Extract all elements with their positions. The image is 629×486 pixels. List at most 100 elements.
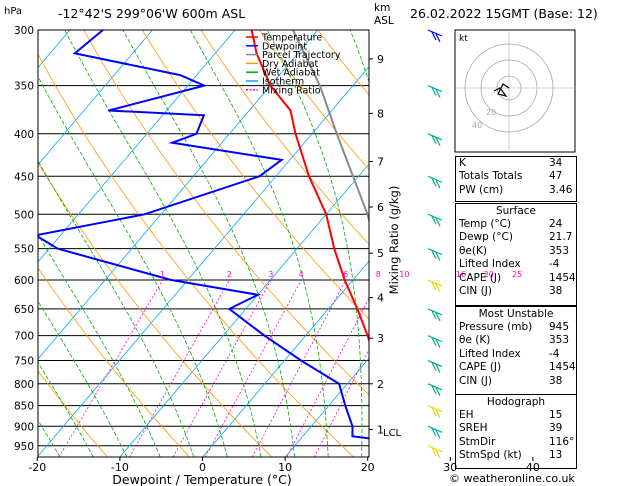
pressure-tick-label: 400	[14, 129, 34, 141]
isotherm-line	[284, 357, 369, 457]
mixing-ratio-axis-label: Mixing Ratio (g/kg)	[387, 186, 401, 295]
wind-barb-flag	[435, 89, 441, 98]
pressure-tick-label: 800	[14, 379, 34, 391]
surface-value: -4	[549, 258, 560, 271]
wind-barb-flag	[435, 283, 441, 293]
wind-barb-flag	[431, 135, 437, 145]
pressure-tick-label: 950	[14, 441, 34, 453]
legend-label: Dry Adiabat	[262, 59, 319, 70]
hodograph-title: Hodograph	[486, 396, 546, 408]
km-tick-label: 4	[377, 292, 384, 305]
hodograph-frame	[454, 29, 576, 153]
x-axis-label: Dewpoint / Temperature (°C)	[112, 472, 291, 486]
isotherm-line	[616, 30, 629, 457]
wind-barb-staff	[427, 405, 443, 413]
indices-panel: K 34 Totals Totals 47 PW (cm) 3.46	[455, 156, 577, 202]
dewpoint-line-point	[179, 74, 182, 77]
surface-panel: Surface Temp (°C) 24 Dewp (°C) 21.7 θe(K) 353…	[455, 203, 577, 306]
mixing-ratio-tick-label: 1	[160, 270, 165, 279]
parcel-trajectory-line-point	[406, 405, 408, 407]
mixing-ratio-tick-label: 4	[299, 270, 304, 279]
index-value: 34	[549, 157, 563, 169]
temperature-line-point	[366, 334, 369, 337]
wet-adiabat-line	[38, 75, 228, 457]
dewpoint-line-point	[300, 359, 302, 362]
most-unstable-value: 945	[549, 321, 570, 333]
most-unstable-panel: Most Unstable Pressure (mb) 945 θe (K) 353 L…	[455, 306, 577, 395]
hodograph-stat-label: StmSpd (kt)	[459, 449, 522, 462]
surface-row: Lifted Index -4	[456, 258, 576, 271]
isotherm-line	[119, 163, 369, 457]
surface-value: 21.7	[549, 231, 573, 244]
wind-barb-flag	[435, 364, 441, 373]
wet-adiabat-line	[38, 300, 128, 457]
wind-barb-staff	[427, 359, 443, 368]
surface-label: CIN (J)	[459, 284, 492, 297]
wind-barb-flag	[431, 447, 437, 457]
legend-label: Dewpoint	[262, 41, 307, 52]
dewpoint-line-point	[256, 293, 259, 296]
wind-barbs	[427, 29, 443, 459]
wind-barb-flag	[435, 252, 441, 261]
dewpoint-line-point	[228, 307, 231, 310]
index-row: Totals Totals 47	[456, 170, 576, 183]
temperature-line-point	[333, 247, 336, 250]
dewpoint-line-point	[351, 435, 354, 438]
surface-row: CIN (J) 38	[456, 285, 576, 298]
surface-row: CAPE (J) 1454	[456, 272, 576, 285]
surface-value: 38	[549, 284, 563, 297]
surface-value: 24	[549, 218, 563, 230]
dewpoint-line-point	[202, 114, 205, 117]
parcel-trajectory-line-point	[335, 132, 338, 135]
date-title: 26.02.2022 15GMT (Base: 12)	[410, 6, 598, 21]
dry-adiabat-line	[38, 370, 108, 457]
temperature-line-point	[289, 109, 292, 112]
wind-barb-flag	[431, 215, 437, 225]
dewpoint-line-point	[381, 439, 383, 441]
wind-barb-flag	[431, 337, 437, 346]
parcel-trajectory-line	[292, 30, 369, 224]
surface-value: 353	[549, 244, 570, 257]
mixing-ratio-tick-label: 25	[512, 270, 522, 279]
wind-barb-staff	[427, 248, 443, 256]
hodograph-stat-label: SREH	[459, 422, 488, 435]
pressure-tick-label: 300	[14, 25, 34, 37]
temperature-line-point	[308, 175, 310, 178]
dewpoint-line-point	[258, 175, 261, 178]
legend-label: Wet Adiabat	[262, 68, 320, 79]
wet-adiabat-line	[38, 160, 195, 457]
mixing-ratio-line	[58, 279, 163, 457]
mixing-ratio-line	[172, 279, 272, 457]
dewpoint-line	[38, 30, 369, 440]
dewpoint-line-point	[73, 52, 76, 55]
pressure-tick-label: 600	[14, 275, 34, 287]
mixing-ratio-tick-label: 6	[343, 270, 348, 279]
hodograph-stat-value: 39	[549, 422, 563, 435]
parcel-trajectory-line-point	[404, 431, 406, 433]
most-unstable-label: θe (K)	[459, 334, 491, 347]
wind-barb-staff	[427, 85, 443, 93]
pressure-tick-label: 500	[14, 209, 34, 221]
wind-barb-flag	[431, 87, 437, 96]
wind-barb-flag	[435, 217, 441, 227]
km-tick-label: 5	[377, 247, 384, 260]
hodograph-stat-value: 116°	[549, 435, 575, 448]
temperature-line-point	[394, 405, 396, 407]
dry-adiabat-line	[259, 30, 369, 171]
parcel-trajectory-line-point	[416, 447, 418, 449]
wind-barb-flag	[435, 179, 441, 189]
index-row: PW (cm) 3.46	[456, 184, 576, 197]
dewpoint-line-point	[107, 109, 110, 112]
lcl-label: LCL	[383, 428, 402, 439]
surface-label: θe(K)	[459, 244, 487, 257]
wind-barb-staff	[427, 29, 443, 37]
surface-label: Lifted Index	[459, 258, 521, 271]
wind-barb-flag	[431, 362, 437, 371]
isotherm-line	[38, 30, 236, 263]
hodograph-stat-value: 13	[549, 449, 563, 462]
wind-barb-flag	[431, 310, 437, 320]
wind-barb-flag	[435, 430, 441, 439]
km-tick-label: 3	[377, 332, 384, 345]
wind-barb-flag	[431, 250, 437, 259]
hodograph-ring-label: 40	[472, 121, 482, 130]
